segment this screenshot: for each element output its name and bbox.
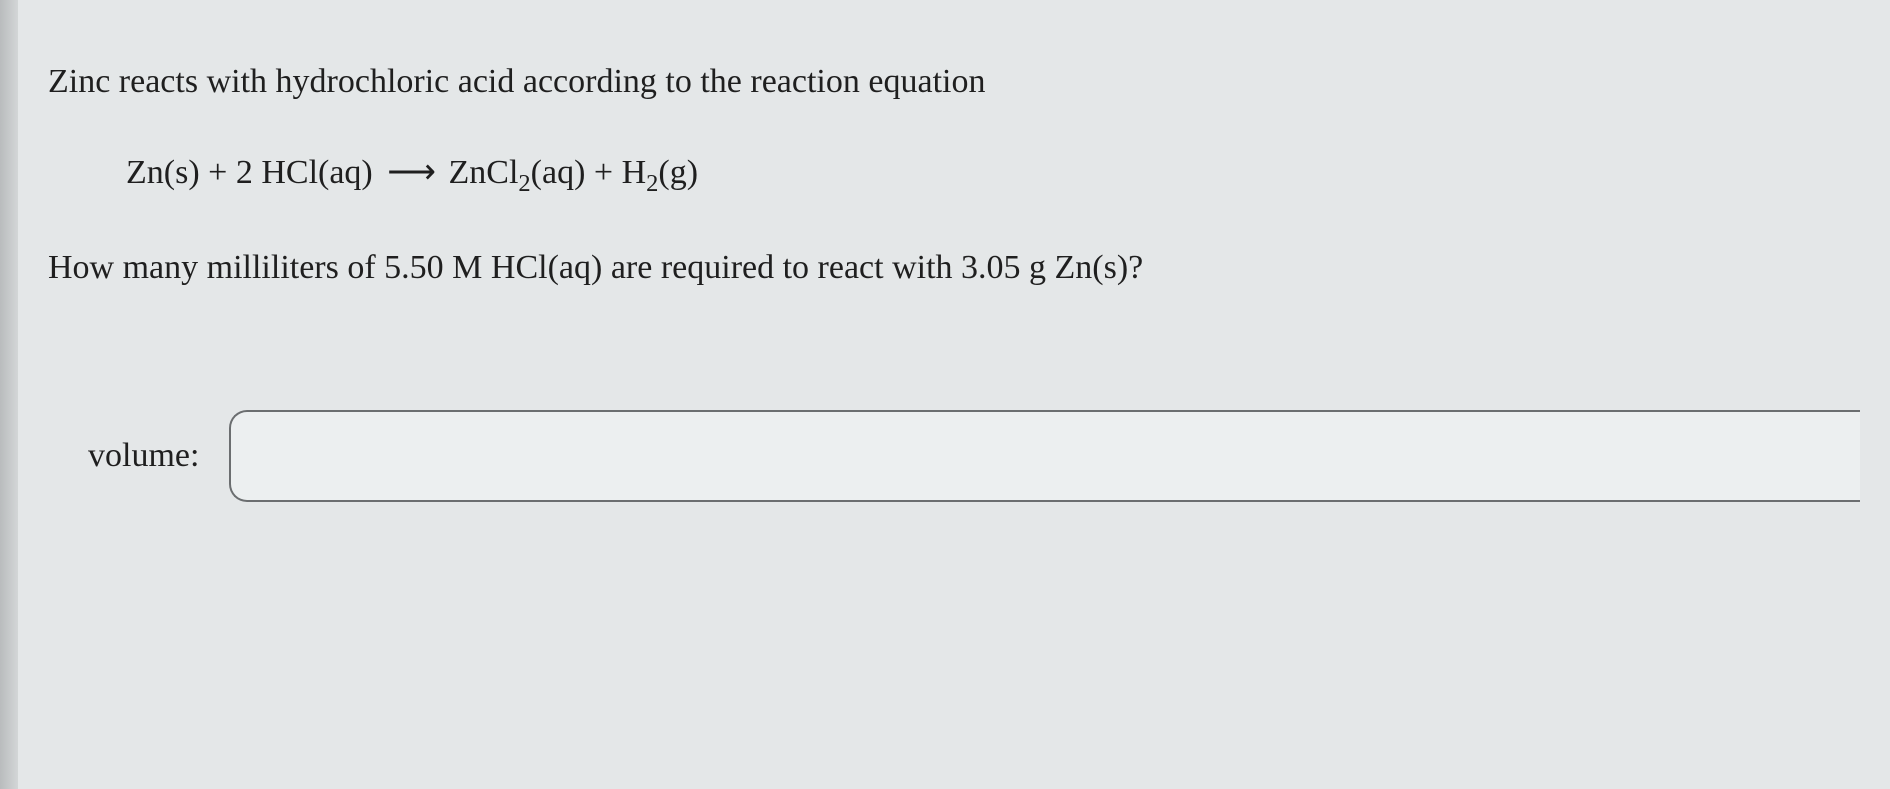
eq-lhs-2-coeff: 2 (236, 154, 262, 191)
question-panel: Zinc reacts with hydrochloric acid accor… (18, 0, 1890, 789)
eq-rhs-1-sub: 2 (518, 170, 530, 197)
eq-rhs-1-base: ZnCl (449, 154, 519, 191)
answer-label: volume: (88, 437, 199, 475)
answer-row: volume: (48, 410, 1860, 502)
eq-plus-1: + (200, 154, 236, 191)
eq-rhs-2-sub: 2 (646, 170, 658, 197)
eq-arrow-icon: ⟶ (387, 152, 434, 192)
left-page-edge (0, 0, 18, 789)
eq-lhs-2: HCl(aq) (261, 154, 372, 191)
prompt-text: Zinc reacts with hydrochloric acid accor… (48, 60, 1860, 104)
question-text: How many milliliters of 5.50 M HCl(aq) a… (48, 246, 1860, 290)
eq-lhs-1: Zn(s) (126, 154, 200, 191)
eq-rhs-2-base: H (622, 154, 647, 191)
eq-rhs-1-state: (aq) (531, 154, 586, 191)
reaction-equation: Zn(s) + 2 HCl(aq) ⟶ ZnCl2(aq) + H2(g) (126, 152, 1860, 192)
volume-input[interactable] (229, 410, 1860, 502)
eq-plus-2: + (585, 154, 621, 191)
eq-rhs-2-state: (g) (658, 154, 698, 191)
